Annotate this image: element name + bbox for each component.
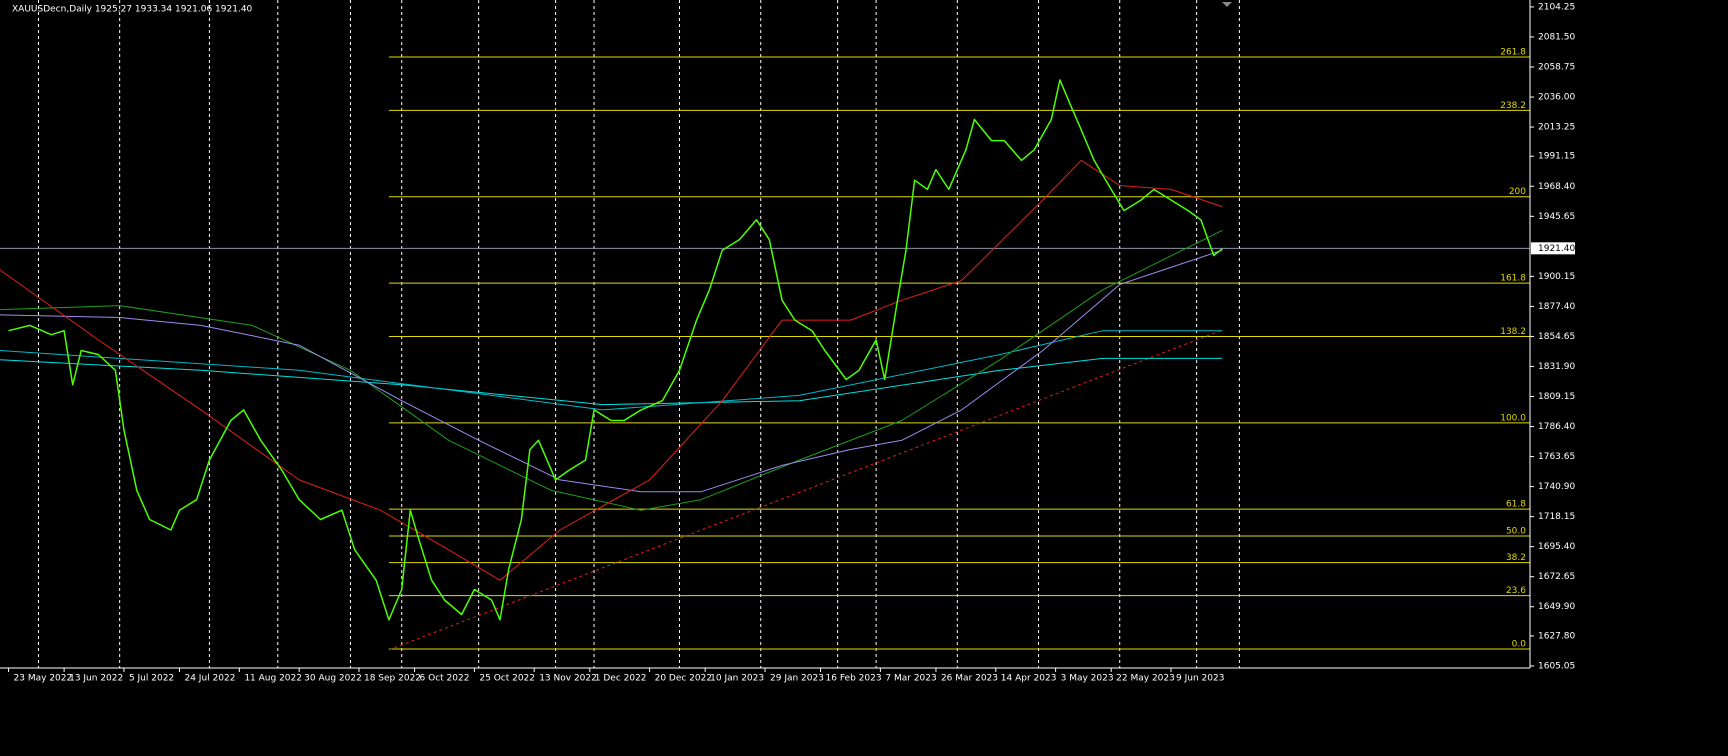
x-tick-label: 25 Oct 2022 — [479, 674, 535, 684]
x-tick-label: 13 Jun 2022 — [69, 674, 123, 684]
fib-label: 261.8 — [1500, 48, 1526, 58]
fib-label: 38.2 — [1506, 553, 1526, 563]
y-tick-label: 2104.25 — [1538, 2, 1575, 12]
y-tick-label: 1649.90 — [1538, 602, 1575, 612]
series-line — [0, 330, 1223, 411]
shift-marker — [1222, 2, 1232, 7]
x-tick-label: 24 Jul 2022 — [184, 674, 235, 684]
y-tick-label: 2058.75 — [1538, 62, 1575, 72]
series-line — [0, 229, 1223, 511]
x-tick-label: 9 Jun 2023 — [1176, 674, 1224, 684]
x-tick-label: 16 Feb 2023 — [826, 674, 882, 684]
fib-label: 200 — [1509, 187, 1526, 197]
y-tick-label: 1854.65 — [1538, 332, 1575, 342]
x-tick-label: 7 Mar 2023 — [885, 674, 936, 684]
fib-label: 138.2 — [1500, 327, 1526, 337]
current-price-label: 1921.40 — [1538, 244, 1575, 254]
y-tick-label: 1740.90 — [1538, 482, 1575, 492]
chart-title: XAUUSDecn,Daily 1925.27 1933.34 1921.06 … — [12, 5, 253, 15]
fib-label: 100.0 — [1500, 413, 1526, 423]
x-tick-label: 23 May 2022 — [14, 674, 73, 684]
y-tick-label: 1809.15 — [1538, 392, 1575, 402]
y-tick-label: 2013.25 — [1538, 123, 1575, 133]
y-tick-label: 2081.50 — [1538, 32, 1575, 42]
y-tick-label: 1627.80 — [1538, 631, 1575, 641]
y-tick-label: 1900.15 — [1538, 272, 1575, 282]
x-tick-label: 1 Dec 2022 — [595, 674, 647, 684]
series-line — [0, 249, 1223, 493]
y-tick-label: 2036.00 — [1538, 93, 1575, 103]
x-tick-label: 13 Nov 2022 — [539, 674, 597, 684]
y-tick-label: 1605.05 — [1538, 661, 1575, 671]
y-tick-label: 1968.40 — [1538, 182, 1575, 192]
x-tick-label: 10 Jan 2023 — [710, 674, 764, 684]
x-tick-label: 6 Oct 2022 — [420, 674, 470, 684]
x-tick-label: 11 Aug 2022 — [244, 674, 302, 684]
x-tick-label: 29 Jan 2023 — [770, 674, 824, 684]
fib-label: 50.0 — [1506, 526, 1526, 536]
y-tick-label: 1945.65 — [1538, 212, 1575, 222]
y-tick-label: 1831.90 — [1538, 362, 1575, 372]
y-tick-label: 1877.40 — [1538, 302, 1575, 312]
series-line — [8, 79, 1223, 621]
y-tick-label: 1763.65 — [1538, 452, 1575, 462]
current-price-box — [1531, 242, 1575, 255]
fib-label: 61.8 — [1506, 500, 1526, 510]
fib-label: 0.0 — [1512, 639, 1527, 649]
x-tick-label: 20 Dec 2022 — [655, 674, 713, 684]
x-tick-label: 3 May 2023 — [1061, 674, 1114, 684]
x-tick-label: 18 Sep 2022 — [364, 674, 421, 684]
fib-label: 238.2 — [1500, 101, 1526, 111]
y-tick-label: 1695.40 — [1538, 542, 1575, 552]
series-line — [0, 159, 1223, 581]
fib-label: 161.8 — [1500, 274, 1526, 284]
y-tick-label: 1672.65 — [1538, 572, 1575, 582]
x-tick-label: 26 Mar 2023 — [941, 674, 998, 684]
plot-area: 261.8 238.2 200 161.8 138.2 100.0 61.8 50.0 38.2… — [0, 0, 1530, 668]
y-tick-label: 1786.40 — [1538, 422, 1575, 432]
y-tick-label: 1991.15 — [1538, 152, 1575, 162]
y-tick-label: 1718.15 — [1538, 512, 1575, 522]
x-tick-label: 30 Aug 2022 — [304, 674, 362, 684]
fib-label: 23.6 — [1506, 586, 1526, 596]
x-tick-label: 5 Jul 2022 — [129, 674, 174, 684]
x-tick-label: 14 Apr 2023 — [1001, 674, 1057, 684]
trendline — [388, 329, 1223, 651]
x-tick-label: 22 May 2023 — [1116, 674, 1175, 684]
